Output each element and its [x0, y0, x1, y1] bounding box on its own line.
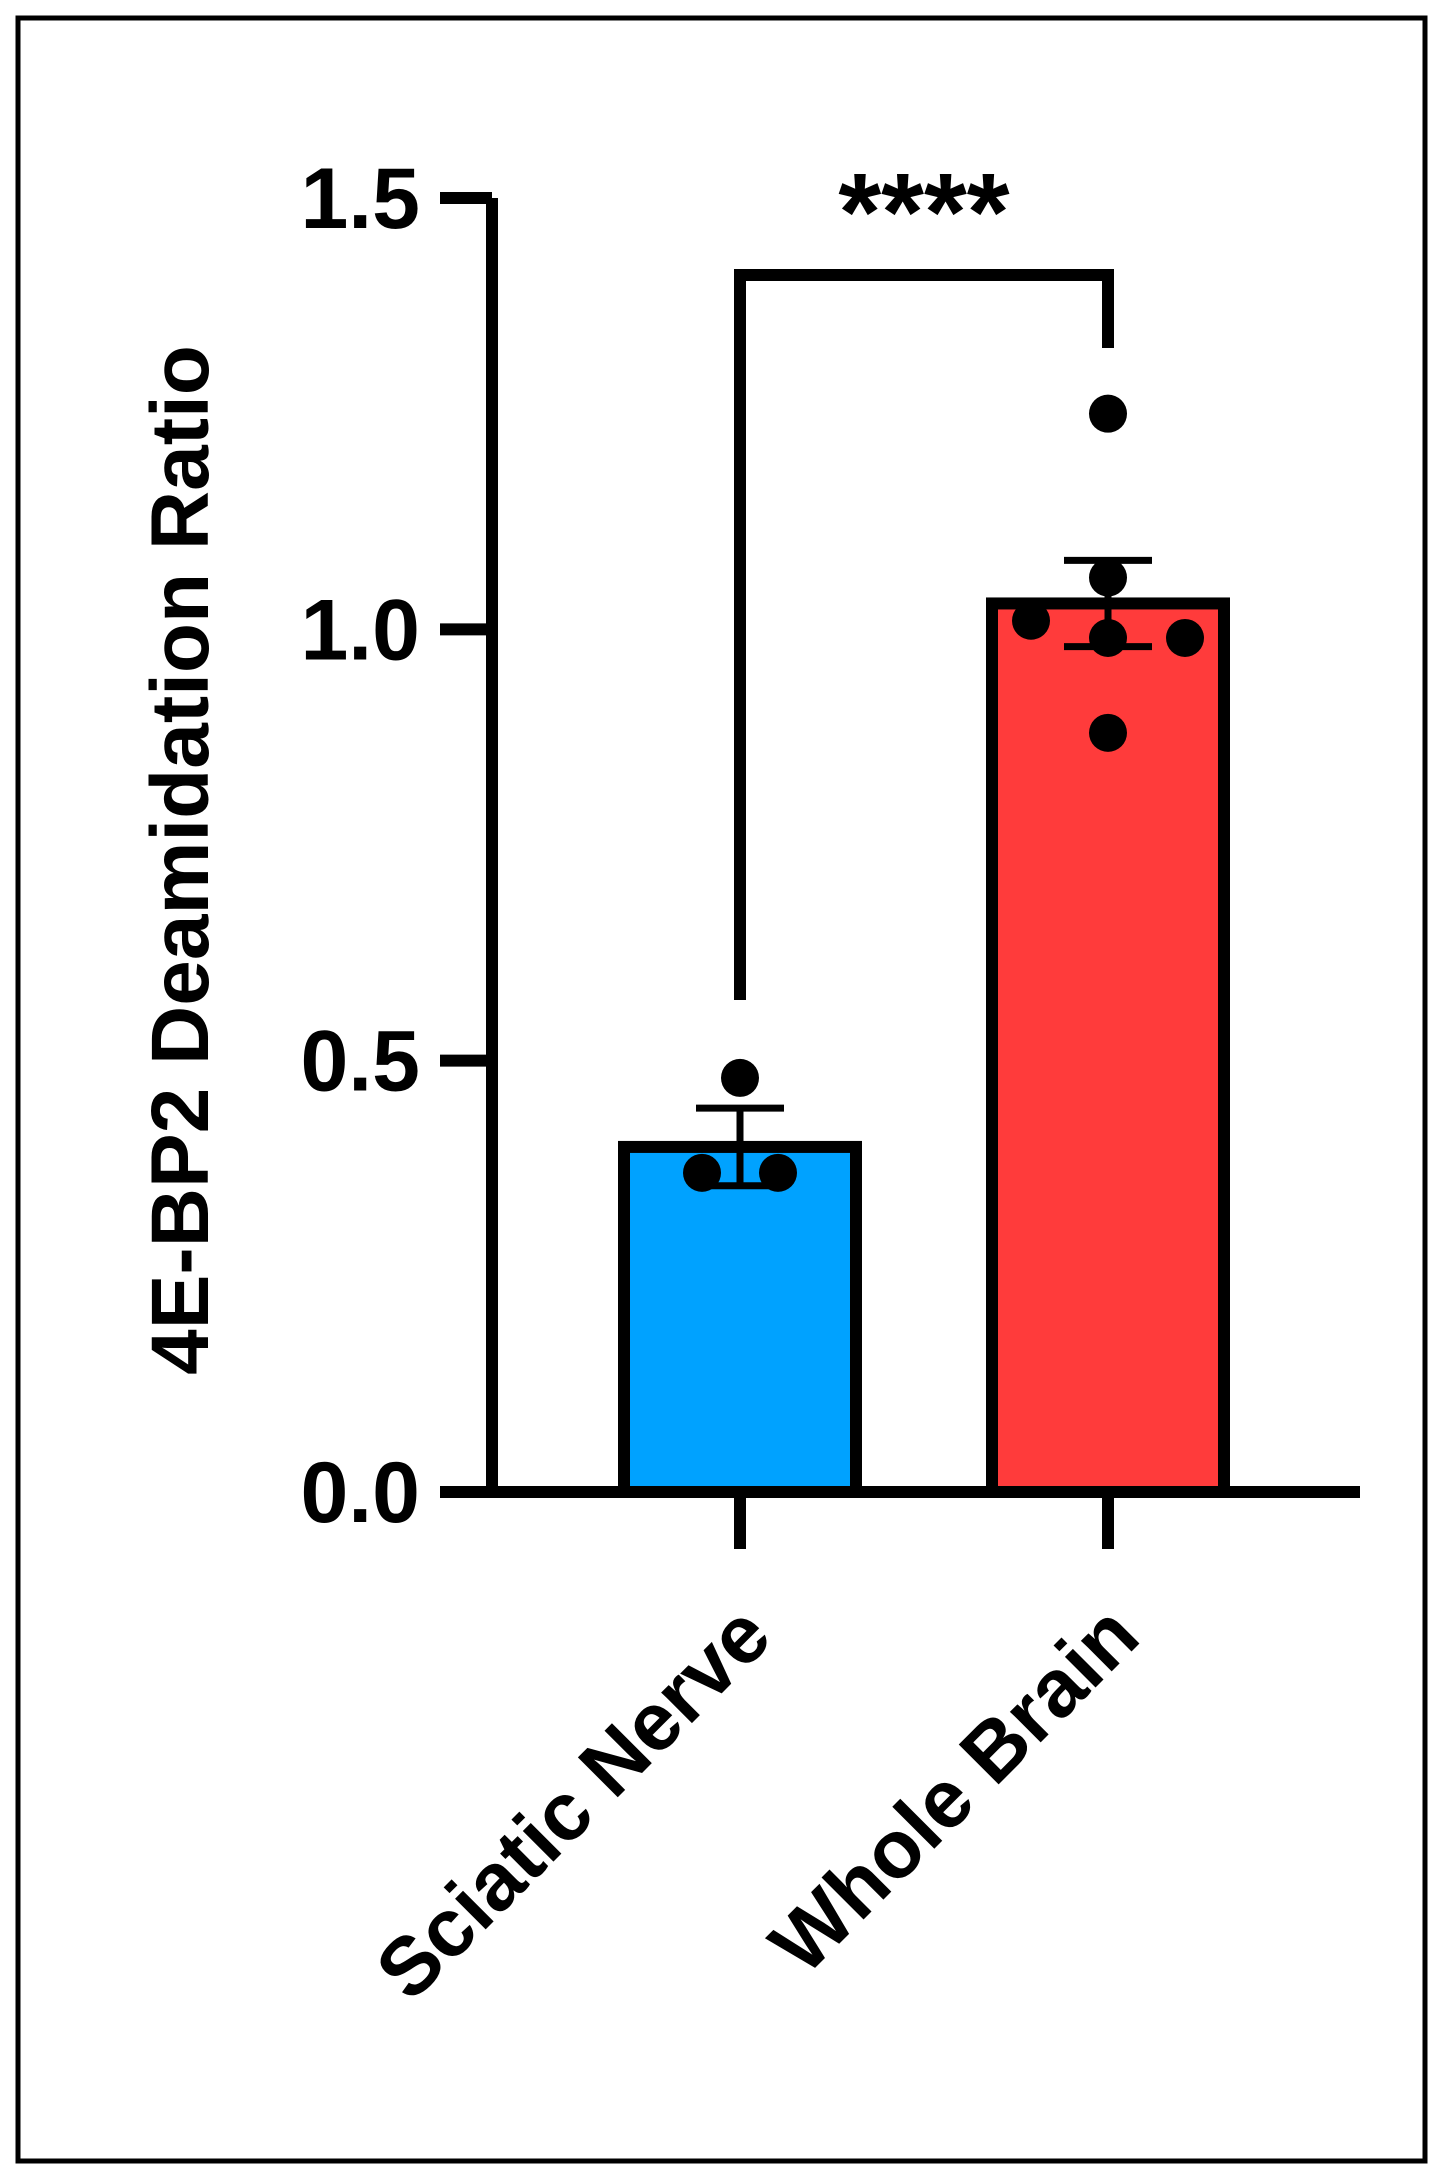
data-point-2-5: [1089, 618, 1127, 657]
data-point-2-4: [1166, 618, 1204, 657]
data-point-1-3: [759, 1153, 797, 1192]
data-point-1-1: [721, 1058, 759, 1097]
data-point-2-1: [1089, 394, 1127, 433]
data-point-1-2: [683, 1153, 721, 1192]
bar-1: [618, 1140, 862, 1499]
y-tick-label-3: 1.0: [300, 582, 420, 678]
y-tick-label-4: 1.5: [300, 151, 420, 247]
y-tick-label-2: 0.5: [300, 1014, 420, 1110]
y-axis-label: 4E-BP2 Deamidation Ratio: [135, 345, 226, 1375]
data-point-2-3: [1012, 601, 1050, 640]
points-layer: [683, 394, 1204, 1192]
data-point-2-2: [1089, 558, 1127, 597]
significance-label: ****: [838, 151, 1009, 274]
significance-bracket: [734, 269, 1114, 1000]
y-tick-label-1: 0.0: [300, 1445, 420, 1541]
significance-layer: ****: [734, 151, 1114, 1000]
data-point-2-6: [1089, 713, 1127, 752]
